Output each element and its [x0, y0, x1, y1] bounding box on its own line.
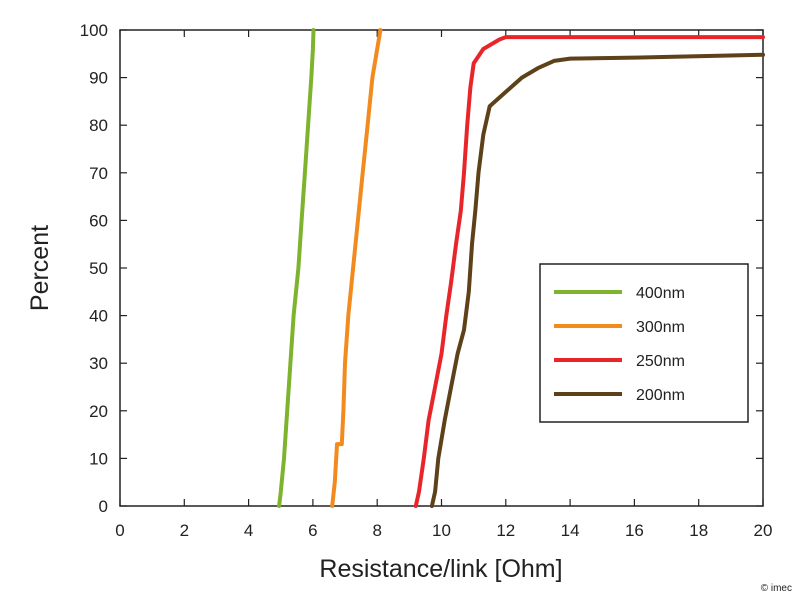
x-tick-label: 14 [561, 521, 580, 540]
y-tick-label: 70 [89, 164, 108, 183]
y-tick-label: 0 [99, 497, 108, 516]
y-tick-label: 100 [80, 21, 108, 40]
x-tick-label: 18 [689, 521, 708, 540]
x-tick-label: 2 [180, 521, 189, 540]
y-tick-label: 20 [89, 402, 108, 421]
y-tick-label: 50 [89, 259, 108, 278]
series-line-300nm [330, 28, 383, 508]
x-tick-label: 8 [372, 521, 381, 540]
legend-label-200nm: 200nm [636, 387, 685, 404]
series-layer [277, 28, 765, 508]
x-tick-label: 10 [432, 521, 451, 540]
y-axis-title: Percent [26, 225, 54, 311]
y-tick-label: 30 [89, 354, 108, 373]
y-tick-label: 10 [89, 449, 108, 468]
series-line-400nm [277, 28, 316, 508]
legend-label-400nm: 400nm [636, 285, 685, 302]
legend-label-250nm: 250nm [636, 353, 685, 370]
x-axis-title: Resistance/link [Ohm] [319, 555, 562, 583]
series-line-250nm [413, 35, 765, 508]
x-tick-label: 6 [308, 521, 317, 540]
y-tick-label: 60 [89, 211, 108, 230]
y-tick-label: 40 [89, 307, 108, 326]
x-tick-label: 0 [115, 521, 124, 540]
legend-label-300nm: 300nm [636, 319, 685, 336]
x-tick-label: 16 [625, 521, 644, 540]
credit-text: © imec [761, 583, 792, 594]
x-tick-label: 4 [244, 521, 253, 540]
y-tick-label: 90 [89, 69, 108, 88]
series-line-200nm [429, 52, 765, 508]
y-tick-label: 80 [89, 116, 108, 135]
x-tick-label: 12 [496, 521, 515, 540]
legend: 400nm 300nm 250nm 200nm [539, 263, 749, 423]
x-tick-label: 20 [754, 521, 773, 540]
